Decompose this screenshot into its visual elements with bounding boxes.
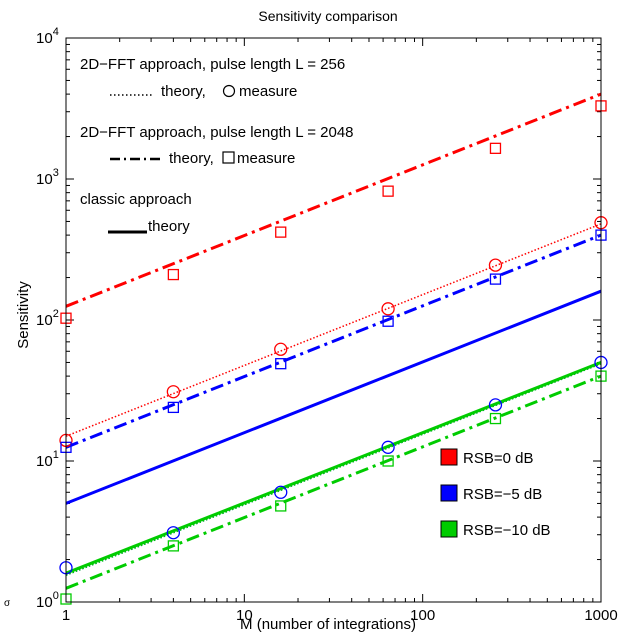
theory-line-dotted: [65, 223, 602, 437]
y-tick-label: 102: [36, 308, 59, 329]
y-axis-label: Sensitivity: [15, 281, 32, 349]
legend-label-rsb-minus5: RSB=−5 dB: [463, 486, 542, 503]
annotation-circle-marker: [222, 84, 236, 98]
measure-square-point: [489, 142, 502, 154]
y-tick-label: 104: [36, 26, 59, 47]
legend-label-rsb-0: RSB=0 dB: [463, 450, 533, 467]
legend-swatch-rsb-minus5: [440, 484, 458, 502]
theory-line-solid: [65, 289, 602, 505]
y-tick-label: 100: [36, 590, 59, 611]
annotation-l2048-measure: measure: [237, 150, 295, 167]
legend: RSB=0 dB RSB=−5 dB RSB=−10 dB: [440, 448, 551, 539]
x-tick-label: 10: [236, 607, 253, 624]
legend-swatch-rsb-0: [440, 448, 458, 466]
x-tick-label: 100: [410, 607, 435, 624]
chart-title: Sensitivity comparison: [258, 8, 397, 24]
measure-square-point: [489, 273, 502, 285]
measure-circle-point: [381, 440, 395, 454]
annotation-l2048-title: 2D−FFT approach, pulse length L = 2048: [80, 124, 354, 141]
annotation-l256-measure: measure: [239, 83, 297, 100]
measure-square-point: [275, 358, 287, 370]
measure-square-point: [489, 412, 502, 425]
annotation-l256-theory: theory,: [161, 83, 206, 100]
measure-square-point: [275, 226, 287, 238]
plot-frame: [65, 37, 602, 603]
annotation-classic-title: classic approach: [80, 191, 192, 208]
measure-square-point: [167, 401, 180, 414]
annotation-l256-title: 2D−FFT approach, pulse length L = 256: [80, 56, 345, 73]
measure-circle-point: [166, 526, 181, 540]
x-tick-label: 1: [62, 607, 70, 624]
measure-circle-point: [274, 485, 288, 499]
measure-square-point: [382, 185, 394, 197]
measure-circle-point: [488, 398, 503, 412]
x-axis-label: M (number of integrations): [240, 616, 416, 633]
corner-mark: σ: [4, 598, 11, 609]
y-tick-label: 103: [36, 167, 59, 188]
theory-line-dashdot: [65, 374, 602, 590]
legend-swatch-rsb-minus10: [440, 520, 458, 538]
annotation-l2048-theory: theory,: [169, 150, 214, 167]
measure-square-point: [382, 455, 394, 467]
measure-square-point: [275, 500, 287, 512]
legend-label-rsb-minus10: RSB=−10 dB: [463, 522, 551, 539]
measure-square-point: [167, 268, 180, 281]
theory-line-solid: [65, 361, 602, 575]
theory-line-dashdot: [65, 92, 602, 308]
x-tick-label: 1000: [584, 607, 617, 624]
axis-ticks: 1 10 100 1000 100 101 102 103 104: [36, 26, 618, 624]
annotation-classic-theory: theory: [148, 218, 190, 235]
method-annotations: 2D−FFT approach, pulse length L = 256 th…: [80, 56, 354, 235]
measure-circle-point: [381, 302, 395, 316]
theory-line-dotted: [65, 363, 602, 576]
y-tick-label: 101: [36, 449, 59, 470]
measure-circle-point: [274, 342, 288, 356]
measure-circle-point: [166, 385, 181, 399]
theory-line-dashdot: [65, 233, 602, 449]
measure-square-point: [382, 315, 394, 327]
annotation-square-marker: [222, 151, 235, 164]
measure-circle-point: [488, 258, 503, 272]
theory-lines: [65, 92, 602, 590]
measure-square-point: [167, 540, 180, 552]
